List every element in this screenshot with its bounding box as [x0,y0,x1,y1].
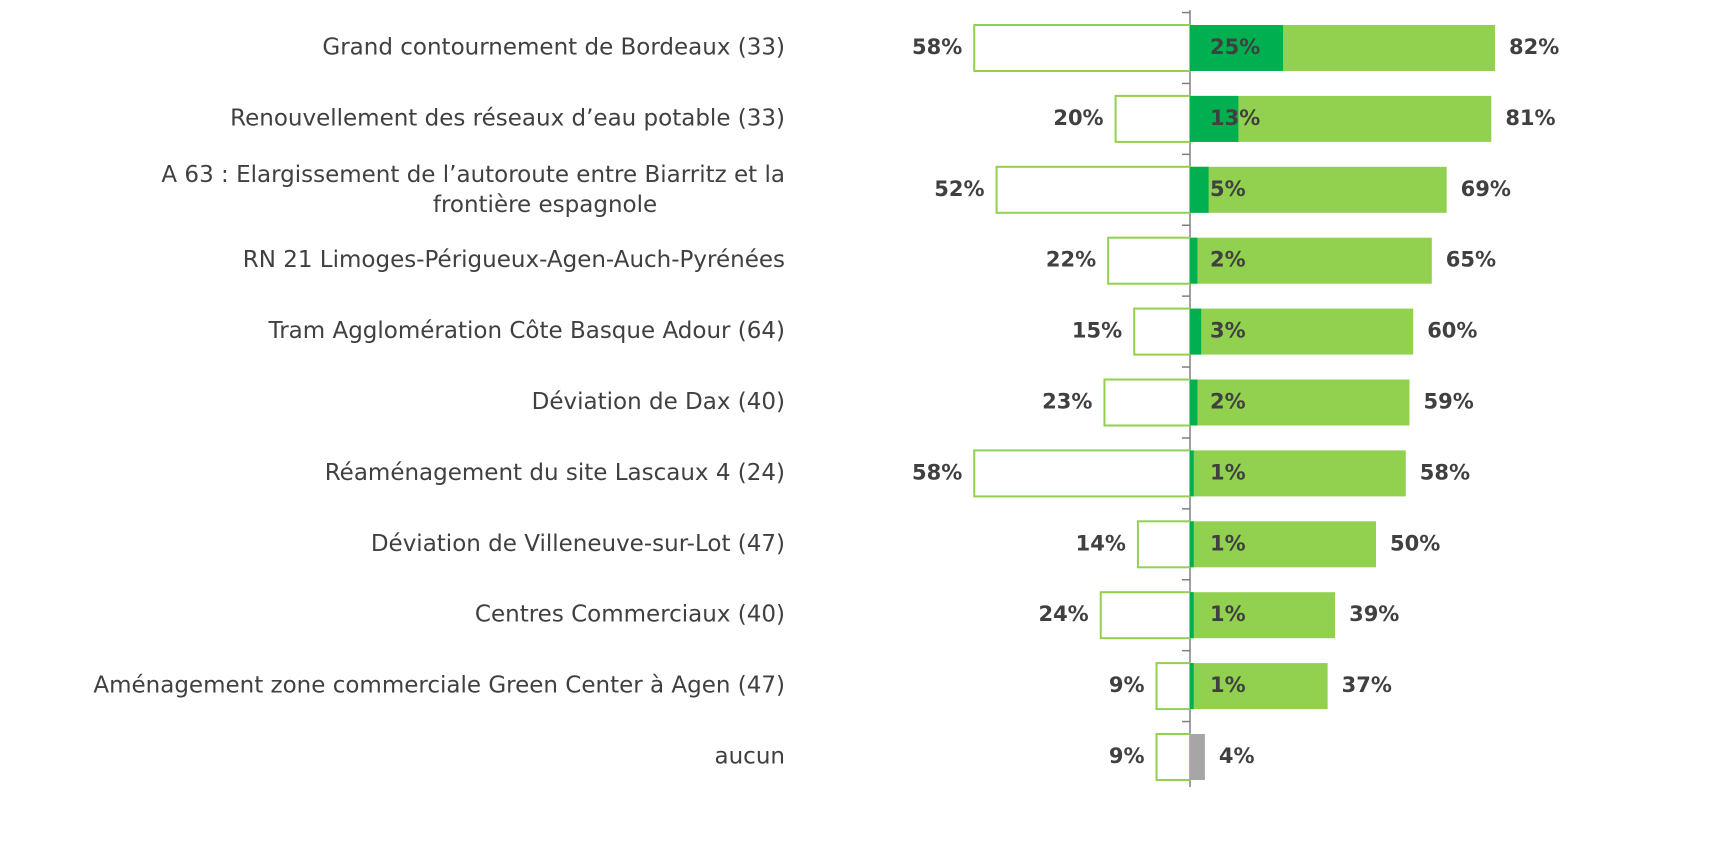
right-value-label: 69% [1461,177,1511,201]
category-label: Déviation de Dax (40) [532,389,785,415]
right-bar [1190,166,1447,213]
overlay-bar [1190,166,1209,213]
category-label: Renouvellement des réseaux d’eau potable… [230,105,785,131]
overlay-bar [1190,450,1194,497]
overlay-value-label: 5% [1210,177,1246,201]
category-label: Aménagement zone commerciale Green Cente… [93,673,785,699]
left-value-label: 23% [1042,390,1092,414]
category-label-line: frontière espagnole [433,191,657,217]
overlay-bar [1190,592,1194,639]
overlay-value-label: 1% [1210,531,1246,555]
overlay-value-label: 1% [1210,673,1246,697]
right-bar [1190,521,1376,568]
left-bar [1114,94,1191,143]
left-value-label: 15% [1072,319,1122,343]
right-value-label: 39% [1349,602,1399,626]
right-bar [1190,379,1410,426]
right-value-label: 4% [1219,744,1255,768]
category-label: Déviation de Villeneuve-sur-Lot (47) [371,531,785,557]
category-label-line: A 63 : Elargissement de l’autoroute entr… [161,161,785,187]
left-bar [1133,307,1191,356]
category-label: Centres Commerciaux (40) [475,602,785,628]
right-value-label: 65% [1446,248,1496,272]
right-value-label: 60% [1427,319,1477,343]
right-bar [1190,734,1205,780]
right-value-label: 58% [1420,460,1470,484]
left-bar [973,24,1191,72]
right-value-label: 81% [1505,106,1555,130]
category-label: Grand contournement de Bordeaux (33) [322,35,785,61]
left-value-label: 9% [1109,744,1145,768]
overlay-value-label: 1% [1210,460,1246,484]
overlay-bar [1190,25,1283,71]
category-label: aucun [715,744,785,770]
left-bar [1107,236,1192,285]
overlay-bar [1190,663,1194,710]
category-label: Réaménagement du site Lascaux 4 (24) [325,460,785,486]
overlay-bar [1190,521,1194,568]
overlay-value-label: 13% [1210,106,1260,130]
overlay-bar [1190,379,1198,426]
overlay-value-label: 2% [1210,390,1246,414]
right-bar [1190,663,1328,710]
left-bar [1155,733,1192,781]
right-bar [1190,450,1406,497]
left-bar [973,449,1191,498]
overlay-bar [1190,95,1239,142]
left-value-label: 58% [912,460,962,484]
left-bar [1099,591,1191,640]
overlay-value-label: 2% [1210,248,1246,272]
left-bar [1155,662,1192,711]
right-bar [1190,237,1432,284]
overlay-bar [1190,308,1202,355]
right-value-label: 59% [1423,390,1473,414]
right-value-label: 50% [1390,531,1440,555]
left-value-label: 9% [1109,673,1145,697]
right-bar [1190,308,1414,355]
left-value-label: 20% [1053,106,1103,130]
left-bar [995,165,1191,214]
left-value-label: 24% [1038,602,1088,626]
overlay-bar [1190,237,1198,284]
overlay-value-label: 1% [1210,602,1246,626]
left-bar [1103,378,1191,427]
category-label: A 63 : Elargissement de l’autoroute entr… [161,161,785,217]
left-bar [1136,520,1192,569]
category-label: RN 21 Limoges-Périgueux-Agen-Auch-Pyréné… [243,247,785,273]
right-value-label: 82% [1509,35,1559,59]
overlay-value-label: 3% [1210,319,1246,343]
left-value-label: 22% [1046,248,1096,272]
category-label: Tram Agglomération Côte Basque Adour (64… [268,318,785,344]
right-bar [1190,592,1336,639]
left-value-label: 52% [934,177,984,201]
left-value-label: 14% [1076,531,1126,555]
right-bar [1190,95,1492,142]
overlay-value-label: 25% [1210,35,1260,59]
left-value-label: 58% [912,35,962,59]
right-value-label: 37% [1342,673,1392,697]
